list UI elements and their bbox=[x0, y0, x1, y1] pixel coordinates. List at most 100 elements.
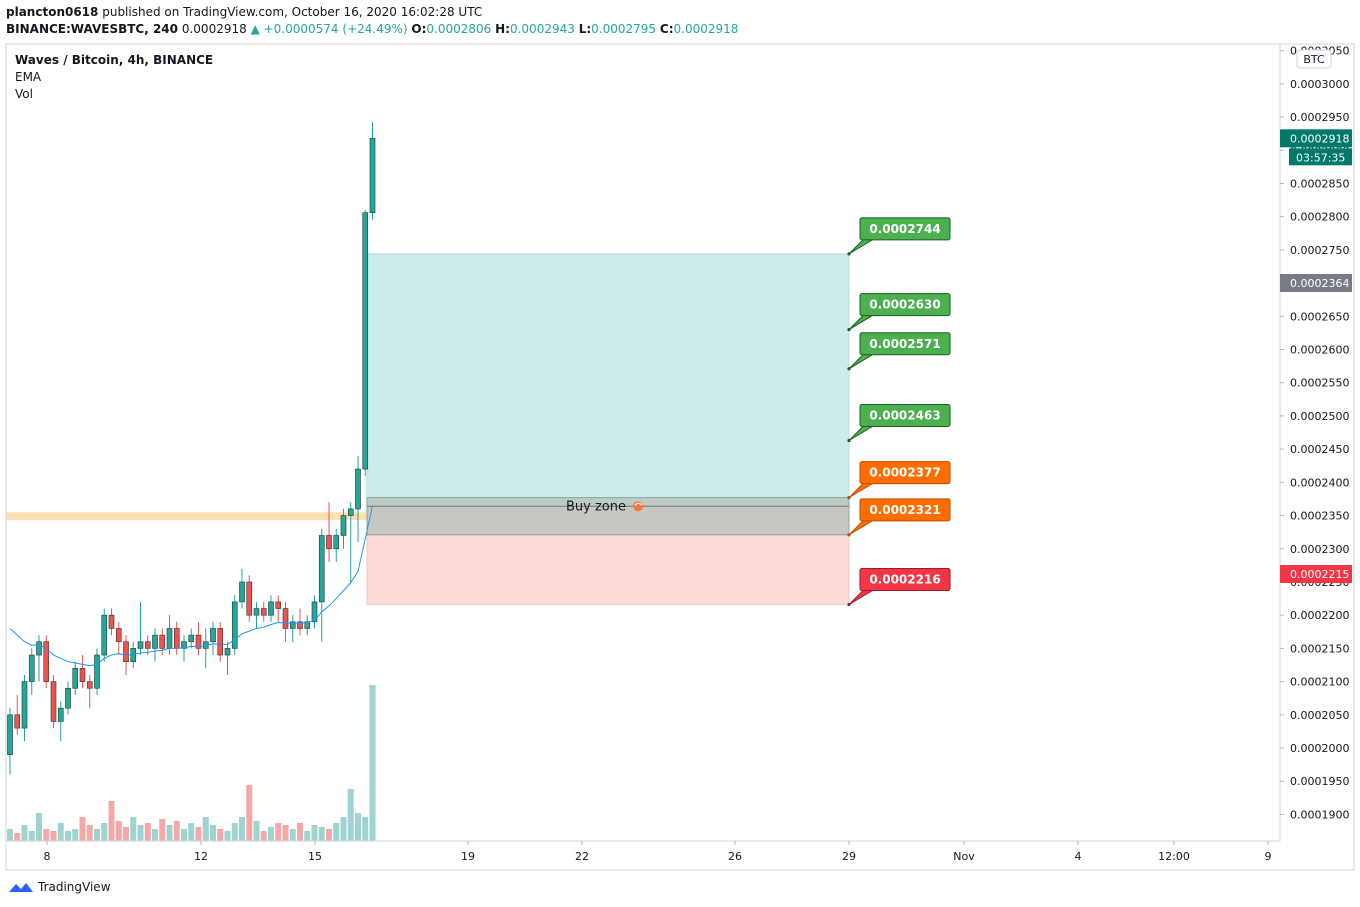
publisher-name[interactable]: plancton0618 bbox=[6, 5, 99, 19]
volume-bar bbox=[304, 831, 311, 841]
volume-bar bbox=[137, 825, 144, 841]
volume-bar bbox=[246, 785, 253, 841]
volume-bar bbox=[152, 829, 158, 841]
candle-body bbox=[246, 581, 253, 616]
y-tick-label: 0.0002400 bbox=[1290, 476, 1350, 489]
volume-bar bbox=[340, 817, 347, 841]
candle-body bbox=[50, 681, 57, 722]
volume-bar bbox=[282, 825, 289, 841]
volume-bar bbox=[57, 823, 64, 841]
candle-body bbox=[275, 601, 282, 609]
callout-label: 0.0002630 bbox=[869, 298, 940, 312]
entry-price-tag: 0.0002364 bbox=[1290, 277, 1350, 290]
candle-body bbox=[65, 687, 71, 709]
countdown-tag: 03:57:35 bbox=[1296, 151, 1345, 164]
volume-bar bbox=[79, 817, 86, 841]
target-callout: 0.0002571 bbox=[847, 332, 951, 371]
callout-pointer bbox=[848, 482, 876, 499]
candle-body bbox=[21, 681, 28, 729]
volume-bar bbox=[21, 825, 28, 841]
candle-body bbox=[260, 608, 267, 616]
currency-box bbox=[1296, 49, 1332, 69]
brand-label: TradingView bbox=[38, 880, 111, 894]
candle-body bbox=[115, 628, 122, 643]
legend-indicator: Vol bbox=[15, 87, 33, 101]
x-tick-label: 9 bbox=[1265, 850, 1272, 863]
volume-bar bbox=[333, 823, 340, 841]
y-tick-label: 0.0002050 bbox=[1290, 709, 1350, 722]
candle-body bbox=[86, 681, 93, 689]
current-price-tag-bg bbox=[1280, 129, 1352, 148]
candle-body bbox=[36, 641, 42, 656]
buy-zone-box bbox=[366, 497, 850, 536]
target-callout: 0.0002377 bbox=[847, 461, 951, 500]
volume-bar bbox=[224, 831, 231, 841]
candle-body bbox=[210, 628, 216, 643]
x-tick-label: 29 bbox=[842, 850, 856, 863]
volume-bar bbox=[50, 831, 57, 841]
currency-button[interactable]: BTC bbox=[1296, 49, 1332, 69]
callout-dot bbox=[847, 533, 851, 537]
candle-body bbox=[355, 468, 361, 510]
current-price-tag: 0.0002918 bbox=[1290, 132, 1350, 145]
y-tick-label: 0.0002450 bbox=[1290, 443, 1350, 456]
x-tick-label: 26 bbox=[728, 850, 742, 863]
callout-box bbox=[859, 332, 951, 356]
target-callout: 0.0002744 bbox=[847, 217, 951, 256]
candle-body bbox=[304, 621, 311, 629]
callout-box bbox=[859, 404, 951, 428]
volume-bar bbox=[173, 821, 180, 841]
y-tick-label: 0.0001950 bbox=[1290, 775, 1350, 788]
candle-body bbox=[144, 641, 151, 649]
x-tick-label: 8 bbox=[44, 850, 51, 863]
candle-body bbox=[362, 212, 369, 470]
callout-dot bbox=[847, 252, 851, 256]
y-tick-label: 0.0002600 bbox=[1290, 344, 1350, 357]
volume-bar bbox=[362, 817, 369, 841]
candle-body bbox=[253, 608, 260, 616]
volume-bar bbox=[297, 823, 303, 841]
close-value: 0.0002918 bbox=[673, 22, 739, 36]
candle-body bbox=[369, 138, 376, 213]
volume-bar bbox=[355, 813, 361, 841]
candle-body bbox=[14, 714, 21, 729]
last-price: 0.0002918 bbox=[181, 22, 247, 36]
callout-label: 0.0002377 bbox=[869, 466, 940, 480]
volume-bar bbox=[159, 819, 166, 841]
volume-bar bbox=[202, 817, 209, 841]
candle-body bbox=[108, 614, 115, 629]
volume-bar bbox=[166, 825, 173, 841]
volume-bar bbox=[311, 825, 318, 841]
stop-price-tag-bg bbox=[1280, 565, 1352, 583]
x-tick-label: 22 bbox=[575, 850, 589, 863]
tradingview-brand[interactable]: TradingView bbox=[8, 880, 111, 894]
y-tick-label: 0.0002300 bbox=[1290, 543, 1350, 556]
callout-dot bbox=[847, 496, 851, 500]
callout-pointer bbox=[848, 519, 876, 536]
callout-label: 0.0002463 bbox=[869, 409, 940, 423]
candle-body bbox=[347, 508, 354, 516]
tradingview-logo-icon bbox=[9, 883, 33, 892]
candle-body bbox=[43, 641, 50, 682]
candle-body bbox=[224, 648, 231, 656]
candle-body bbox=[152, 634, 158, 649]
volume-bar bbox=[326, 829, 332, 841]
legend-indicator: EMA bbox=[15, 70, 42, 84]
x-tick-label: 12:00 bbox=[1158, 850, 1190, 863]
open-label: O: bbox=[411, 22, 427, 36]
y-tick-label: 0.0002800 bbox=[1290, 211, 1350, 224]
callout-pointer bbox=[848, 425, 876, 441]
callout-dot bbox=[847, 327, 851, 332]
candle-body bbox=[159, 634, 166, 649]
candle-body bbox=[311, 601, 318, 623]
candle-body bbox=[72, 668, 79, 689]
candle-body bbox=[181, 641, 187, 649]
volume-bar bbox=[289, 829, 296, 841]
currency-label: BTC bbox=[1303, 53, 1325, 66]
candle-body bbox=[173, 628, 180, 649]
volume-bar bbox=[108, 801, 115, 841]
volume-bar bbox=[144, 823, 151, 841]
candle-body bbox=[297, 621, 303, 629]
y-tick-label: 0.0002650 bbox=[1290, 310, 1350, 323]
